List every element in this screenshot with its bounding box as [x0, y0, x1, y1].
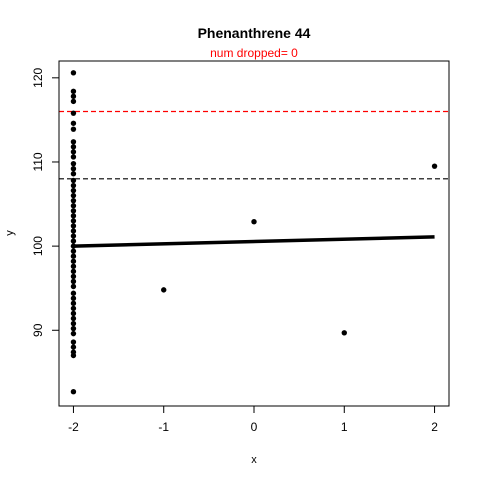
data-point [70, 243, 77, 249]
data-point [251, 219, 257, 225]
data-point [70, 339, 77, 345]
data-point [70, 154, 77, 160]
data-point [70, 352, 77, 359]
data-point [70, 144, 77, 150]
y-axis-label: y [4, 230, 16, 236]
data-points [70, 70, 438, 395]
y-tick-label: 90 [31, 323, 45, 337]
chart-title: Phenanthrene 44 [198, 25, 311, 41]
data-point [70, 330, 77, 337]
chart-subtitle: num dropped= 0 [210, 46, 298, 60]
data-point [70, 208, 77, 214]
data-point [70, 223, 77, 229]
data-point [70, 160, 77, 167]
data-point [70, 228, 77, 234]
data-point [70, 268, 77, 275]
data-point [70, 192, 77, 199]
data-point [70, 203, 77, 209]
x-tick-label: 0 [251, 420, 258, 434]
data-point [70, 325, 77, 332]
data-point [70, 139, 77, 145]
data-point [70, 70, 77, 76]
data-point [70, 310, 77, 317]
data-point [70, 177, 77, 184]
data-point [70, 344, 77, 350]
data-point [341, 330, 347, 336]
data-point [70, 238, 77, 244]
x-tick-label: -1 [158, 420, 169, 434]
data-point [70, 278, 77, 285]
x-axis-label: x [251, 454, 257, 466]
data-point [70, 273, 77, 280]
data-point [70, 197, 77, 204]
y-tick-label: 100 [31, 236, 45, 256]
data-point [70, 233, 77, 239]
data-point [70, 258, 77, 264]
data-point [70, 182, 77, 189]
data-point [431, 163, 438, 169]
fit-line [73, 235, 435, 248]
data-point [70, 248, 77, 254]
data-point [161, 287, 167, 293]
data-point [70, 93, 77, 100]
data-point [70, 126, 77, 132]
data-point [70, 110, 77, 116]
data-point [70, 300, 77, 307]
data-point [70, 315, 77, 322]
x-axis: -2 -1 0 1 2 [68, 405, 438, 434]
data-point [70, 98, 77, 105]
y-axis: 90 100 110 120 [31, 67, 60, 337]
reference-lines [59, 110, 449, 180]
data-point [70, 388, 77, 395]
data-point [70, 213, 77, 219]
data-point [70, 149, 77, 155]
data-point [70, 263, 77, 270]
data-point [70, 166, 77, 172]
y-tick-label: 120 [31, 67, 45, 87]
data-point [70, 187, 77, 194]
x-tick-label: -2 [68, 420, 79, 434]
data-point [70, 253, 77, 259]
data-point [70, 171, 77, 177]
fit-line-layer [73, 235, 435, 248]
data-point [70, 120, 77, 126]
data-point [70, 88, 77, 94]
x-tick-label: 2 [431, 420, 438, 434]
data-point [70, 295, 77, 301]
data-point [70, 218, 77, 224]
data-point [70, 290, 77, 296]
data-point [70, 320, 77, 327]
data-point [70, 283, 77, 290]
x-tick-label: 1 [341, 420, 348, 434]
y-tick-label: 110 [31, 152, 45, 171]
data-point [70, 305, 77, 312]
